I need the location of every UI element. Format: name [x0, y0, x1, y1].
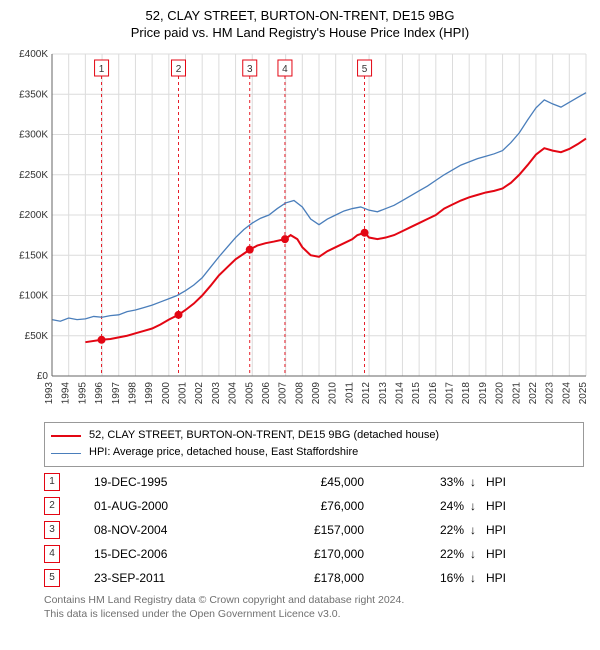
svg-text:2025: 2025: [578, 381, 589, 404]
chart-plot-area: £0 £50K £100K £150K £200K £250K £300K £350K £400…: [10, 46, 590, 416]
svg-text:1: 1: [99, 64, 105, 75]
svg-text:2022: 2022: [528, 381, 539, 404]
footer-line1: Contains HM Land Registry data © Crown c…: [44, 593, 590, 607]
sale-date: 08-NOV-2004: [94, 523, 244, 537]
svg-text:4: 4: [282, 64, 288, 75]
down-arrow-icon: ↓: [470, 523, 486, 537]
hpi-label: HPI: [486, 475, 506, 489]
svg-text:1998: 1998: [127, 381, 138, 404]
sale-marker-box: 5: [44, 569, 60, 587]
chart-container: 52, CLAY STREET, BURTON-ON-TRENT, DE15 9…: [0, 0, 600, 631]
chart-svg: £0 £50K £100K £150K £200K £250K £300K £350K £400…: [10, 46, 590, 416]
legend-box: 52, CLAY STREET, BURTON-ON-TRENT, DE15 9…: [44, 422, 584, 467]
footer-attribution: Contains HM Land Registry data © Crown c…: [44, 593, 590, 621]
svg-text:2015: 2015: [411, 381, 422, 404]
hpi-label: HPI: [486, 499, 506, 513]
svg-text:2017: 2017: [445, 381, 456, 404]
sale-pct: 33%: [404, 475, 470, 489]
sale-date: 23-SEP-2011: [94, 571, 244, 585]
svg-text:£350K: £350K: [19, 89, 48, 100]
svg-text:1994: 1994: [61, 381, 72, 404]
svg-text:1997: 1997: [111, 381, 122, 404]
svg-text:2010: 2010: [328, 381, 339, 404]
svg-text:3: 3: [247, 64, 253, 75]
svg-text:2001: 2001: [178, 381, 189, 404]
down-arrow-icon: ↓: [470, 547, 486, 561]
svg-text:2016: 2016: [428, 381, 439, 404]
svg-text:2006: 2006: [261, 381, 272, 404]
table-row: 2 01-AUG-2000£76,00024%↓HPI: [44, 497, 584, 515]
sale-price: £178,000: [244, 571, 404, 585]
svg-text:2021: 2021: [511, 381, 522, 404]
sale-date: 19-DEC-1995: [94, 475, 244, 489]
sale-pct: 22%: [404, 523, 470, 537]
legend-swatch: [51, 435, 81, 437]
sale-pct: 24%: [404, 499, 470, 513]
hpi-label: HPI: [486, 523, 506, 537]
svg-text:2023: 2023: [545, 381, 556, 404]
svg-text:2024: 2024: [561, 381, 572, 404]
svg-text:1996: 1996: [94, 381, 105, 404]
svg-text:£300K: £300K: [19, 129, 48, 140]
svg-text:£200K: £200K: [19, 210, 48, 221]
hpi-label: HPI: [486, 571, 506, 585]
svg-text:1999: 1999: [144, 381, 155, 404]
sale-pct: 16%: [404, 571, 470, 585]
sale-marker-box: 3: [44, 521, 60, 539]
svg-text:2014: 2014: [394, 381, 405, 404]
svg-text:1993: 1993: [44, 381, 55, 404]
hpi-label: HPI: [486, 547, 506, 561]
svg-text:2005: 2005: [244, 381, 255, 404]
table-row: 5 23-SEP-2011£178,00016%↓HPI: [44, 569, 584, 587]
sale-date: 15-DEC-2006: [94, 547, 244, 561]
sale-price: £76,000: [244, 499, 404, 513]
svg-text:2020: 2020: [495, 381, 506, 404]
svg-text:£50K: £50K: [25, 331, 49, 342]
table-row: 3 08-NOV-2004£157,00022%↓HPI: [44, 521, 584, 539]
legend-row: HPI: Average price, detached house, East…: [51, 444, 577, 462]
svg-text:5: 5: [362, 64, 368, 75]
table-row: 4 15-DEC-2006£170,00022%↓HPI: [44, 545, 584, 563]
svg-text:2: 2: [176, 64, 182, 75]
svg-text:2004: 2004: [228, 381, 239, 404]
svg-text:£400K: £400K: [19, 49, 48, 60]
table-row: 1 19-DEC-1995£45,00033%↓HPI: [44, 473, 584, 491]
svg-text:1995: 1995: [77, 381, 88, 404]
chart-subtitle: Price paid vs. HM Land Registry's House …: [10, 25, 590, 40]
sale-pct: 22%: [404, 547, 470, 561]
down-arrow-icon: ↓: [470, 571, 486, 585]
sale-date: 01-AUG-2000: [94, 499, 244, 513]
down-arrow-icon: ↓: [470, 475, 486, 489]
sale-marker-box: 2: [44, 497, 60, 515]
svg-text:2002: 2002: [194, 381, 205, 404]
down-arrow-icon: ↓: [470, 499, 486, 513]
sale-marker-box: 4: [44, 545, 60, 563]
footer-line2: This data is licensed under the Open Gov…: [44, 607, 590, 621]
svg-text:2009: 2009: [311, 381, 322, 404]
legend-label: HPI: Average price, detached house, East…: [89, 444, 358, 462]
sale-price: £45,000: [244, 475, 404, 489]
svg-text:2011: 2011: [344, 381, 355, 403]
svg-text:£250K: £250K: [19, 170, 48, 181]
sale-price: £157,000: [244, 523, 404, 537]
legend-row: 52, CLAY STREET, BURTON-ON-TRENT, DE15 9…: [51, 427, 577, 445]
svg-text:£100K: £100K: [19, 290, 48, 301]
svg-text:£0: £0: [37, 371, 49, 382]
sale-marker-box: 1: [44, 473, 60, 491]
svg-text:2019: 2019: [478, 381, 489, 404]
svg-text:£150K: £150K: [19, 250, 48, 261]
svg-text:2000: 2000: [161, 381, 172, 404]
svg-text:2003: 2003: [211, 381, 222, 404]
chart-title: 52, CLAY STREET, BURTON-ON-TRENT, DE15 9…: [10, 8, 590, 25]
legend-swatch: [51, 453, 81, 454]
svg-text:2008: 2008: [294, 381, 305, 404]
svg-text:2013: 2013: [378, 381, 389, 404]
svg-text:2007: 2007: [278, 381, 289, 404]
sale-price: £170,000: [244, 547, 404, 561]
legend-label: 52, CLAY STREET, BURTON-ON-TRENT, DE15 9…: [89, 427, 439, 445]
sales-data-table: 119-DEC-1995£45,00033%↓HPI201-AUG-2000£7…: [44, 473, 584, 587]
svg-text:2012: 2012: [361, 381, 372, 404]
svg-text:2018: 2018: [461, 381, 472, 404]
